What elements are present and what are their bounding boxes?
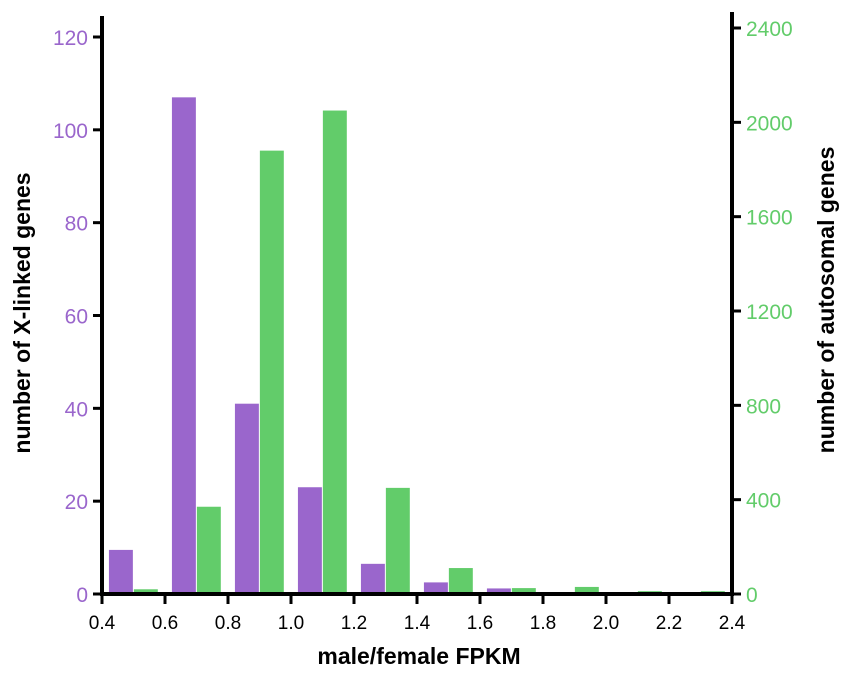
bar-xlinked-0	[108, 549, 133, 594]
x-tick-label: 1.8	[530, 613, 556, 634]
x-tick-label: 1.0	[278, 613, 304, 634]
left-tick-label: 60	[65, 306, 88, 329]
bar-xlinked-3	[297, 487, 322, 594]
bar-autosomal-3	[322, 110, 347, 595]
bar-xlinked-1	[171, 97, 196, 594]
left-tick-label: 120	[53, 27, 88, 50]
bars-layer	[108, 97, 725, 595]
x-axis-title: male/female FPKM	[317, 643, 520, 669]
right-tick-label: 400	[746, 490, 781, 513]
bar-autosomal-5	[448, 568, 473, 594]
right-tick-label: 2000	[746, 112, 793, 135]
bar-xlinked-2	[234, 403, 259, 594]
left-tick-label: 80	[65, 213, 88, 236]
bar-xlinked-5	[423, 582, 448, 594]
x-tick-label: 2.4	[719, 613, 746, 634]
bar-autosomal-6	[511, 588, 536, 594]
x-tick-label: 0.4	[89, 613, 116, 634]
right-tick-label: 800	[746, 395, 781, 418]
left-tick-label: 0	[76, 584, 88, 607]
x-tick-label: 1.2	[341, 613, 367, 634]
x-ticks: 0.4 0.6 0.8 1.0 1.2 1.4 1.6 1.8 2.0 2.2 2.4	[89, 594, 746, 634]
x-tick-label: 0.6	[152, 613, 178, 634]
left-tick-label: 40	[65, 398, 88, 421]
left-y-axis-title: number of X-linked genes	[9, 172, 35, 453]
bar-autosomal-0	[133, 589, 158, 594]
left-y-ticks: 0 20 40 60 80 100 120	[53, 27, 102, 607]
bar-autosomal-2	[259, 150, 284, 594]
bar-autosomal-7	[574, 586, 599, 594]
x-tick-label: 1.6	[467, 613, 493, 634]
left-tick-label: 20	[65, 491, 88, 514]
x-tick-label: 1.4	[404, 613, 431, 634]
bar-autosomal-1	[196, 506, 221, 594]
bar-xlinked-6	[486, 588, 511, 594]
right-tick-label: 1600	[746, 207, 793, 230]
x-tick-label: 2.2	[656, 613, 682, 634]
bar-xlinked-4	[360, 563, 385, 594]
right-tick-label: 1200	[746, 301, 793, 324]
right-y-ticks: 0 400 800 1200 1600 2000 2400	[732, 18, 793, 607]
left-tick-label: 100	[53, 120, 88, 143]
x-tick-label: 0.8	[215, 613, 241, 634]
right-tick-label: 0	[746, 584, 758, 607]
right-y-axis-title: number of autosomal genes	[813, 147, 839, 454]
right-tick-label: 2400	[746, 18, 793, 41]
x-tick-label: 2.0	[593, 613, 619, 634]
bar-autosomal-4	[385, 487, 410, 594]
